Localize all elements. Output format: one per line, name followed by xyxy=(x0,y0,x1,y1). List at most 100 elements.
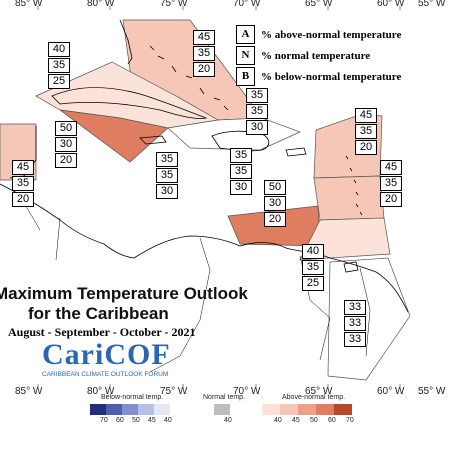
prob-above: 40 xyxy=(302,244,324,259)
prob-normal: 35 xyxy=(355,124,377,139)
prob-normal: 30 xyxy=(264,196,286,211)
prob-above: 50 xyxy=(264,180,286,195)
colorbar-above-swatch xyxy=(316,404,334,415)
prob-box-windward: 45 35 20 xyxy=(380,160,402,208)
prob-normal: 30 xyxy=(55,137,77,152)
region-windward xyxy=(313,175,385,221)
longitude-label-top: 70° W xyxy=(233,0,261,9)
colorbar-above-tick: 70 xyxy=(346,417,354,424)
longitude-label-bottom: 65° W xyxy=(305,386,333,397)
longitude-label-top: 85° W xyxy=(15,0,43,9)
prob-below: 25 xyxy=(302,276,324,291)
prob-below: 20 xyxy=(264,212,286,227)
prob-box-pr-vi: 50 30 20 xyxy=(264,180,286,228)
colorbar-below-swatch xyxy=(154,404,170,415)
prob-normal: 35 xyxy=(246,104,268,119)
prob-below: 20 xyxy=(55,153,77,168)
prob-above: 35 xyxy=(156,152,178,167)
colorbar-below-swatch xyxy=(90,404,106,415)
colorbar-below-swatch xyxy=(122,404,138,415)
colorbar-below-swatch xyxy=(106,404,122,415)
prob-normal: 35 xyxy=(12,176,34,191)
prob-above: 45 xyxy=(355,108,377,123)
map-title: Maximum Temperature Outlook xyxy=(0,284,248,303)
prob-below: 30 xyxy=(246,120,268,135)
colorbar-above-tick: 45 xyxy=(292,417,300,424)
prob-box-jamaica-south: 35 35 30 xyxy=(156,152,178,200)
legend-key-below: B xyxy=(236,67,255,86)
longitude-label-top: 55° W xyxy=(418,0,446,9)
legend-text-above: % above-normal temperature xyxy=(261,28,402,41)
colorbar-normal-swatch xyxy=(214,404,230,415)
colorbar-normal-label: Normal temp. xyxy=(203,394,246,401)
prob-normal: 35 xyxy=(193,46,215,61)
prob-above: 33 xyxy=(344,300,366,315)
map-subtitle: for the Caribbean xyxy=(28,304,169,323)
colorbar-normal-tick: 40 xyxy=(224,417,232,424)
prob-box-jamaica: 50 30 20 xyxy=(55,121,77,169)
prob-box-hispaniola: 35 35 30 xyxy=(230,148,252,196)
colorbar-below-swatch xyxy=(138,404,154,415)
prob-normal: 35 xyxy=(302,260,324,275)
season-label: August - September - October - 2021 xyxy=(8,325,196,339)
prob-normal: 35 xyxy=(380,176,402,191)
prob-above: 45 xyxy=(380,160,402,175)
colorbar-below-tick: 40 xyxy=(164,417,172,424)
longitude-label-bottom: 70° W xyxy=(233,386,261,397)
prob-box-leeward: 45 35 20 xyxy=(355,108,377,156)
colorbar-above-tick: 40 xyxy=(274,417,282,424)
longitude-label-bottom: 60° W xyxy=(377,386,405,397)
longitude-label-top: 60° W xyxy=(377,0,405,9)
prob-below: 20 xyxy=(193,62,215,77)
colorbar-below-tick: 60 xyxy=(116,417,124,424)
longitude-label-top: 75° W xyxy=(160,0,188,9)
prob-box-belize: 45 35 20 xyxy=(12,160,34,208)
colorbar-above-tick: 60 xyxy=(328,417,336,424)
probability-legend: A % above-normal temperature N % normal … xyxy=(236,24,441,87)
legend-key-above: A xyxy=(236,25,255,44)
colorbar-above-label: Above-normal temp. xyxy=(282,394,346,401)
prob-below: 20 xyxy=(355,140,377,155)
colorbar-below-tick: 45 xyxy=(148,417,156,424)
prob-below: 20 xyxy=(12,192,34,207)
colorbar-below-tick: 70 xyxy=(100,417,108,424)
prob-normal: 35 xyxy=(156,168,178,183)
prob-box-turks: 35 35 30 xyxy=(246,88,268,136)
prob-normal: 35 xyxy=(230,164,252,179)
legend-normal-row: N % normal temperature xyxy=(236,45,441,66)
prob-above: 45 xyxy=(193,30,215,45)
longitude-label-bottom: 55° W xyxy=(418,386,446,397)
logo-tagline: CARIBBEAN CLIMATE OUTLOOK FORUM xyxy=(42,371,169,378)
legend-below-row: B % below-normal temperature xyxy=(236,66,441,87)
colorbar-above-swatch xyxy=(298,404,316,415)
prob-box-cuba: 40 35 25 xyxy=(48,42,70,90)
longitude-label-bottom: 85° W xyxy=(15,386,43,397)
colorbar-above-swatch xyxy=(334,404,352,415)
legend-text-below: % below-normal temperature xyxy=(261,70,402,83)
caricof-logo: CariCOF CARIBBEAN CLIMATE OUTLOOK FORUM xyxy=(42,338,182,379)
longitude-label-bottom: 80° W xyxy=(87,386,115,397)
prob-normal: 33 xyxy=(344,316,366,331)
prob-below: 30 xyxy=(156,184,178,199)
legend-above-row: A % above-normal temperature xyxy=(236,24,441,45)
longitude-label-bottom: 75° W xyxy=(160,386,188,397)
prob-below: 25 xyxy=(48,74,70,89)
longitude-label-top: 65° W xyxy=(305,0,333,9)
prob-above: 40 xyxy=(48,42,70,57)
legend-key-normal: N xyxy=(236,46,255,65)
colorbar-above-swatch xyxy=(280,404,298,415)
prob-above: 35 xyxy=(246,88,268,103)
colorbar-below-label: Below-normal temp. xyxy=(101,394,164,401)
colorbar-above-tick: 50 xyxy=(310,417,318,424)
prob-normal: 35 xyxy=(48,58,70,73)
colorbar-below-tick: 50 xyxy=(132,417,140,424)
prob-box-trinidad: 40 35 25 xyxy=(302,244,324,292)
colorbar-above-swatch xyxy=(262,404,280,415)
logo-wordmark: CariCOF xyxy=(42,338,171,371)
prob-below: 33 xyxy=(344,332,366,347)
prob-box-bahamas: 45 35 20 xyxy=(193,30,215,78)
prob-above: 45 xyxy=(12,160,34,175)
prob-below: 30 xyxy=(230,180,252,195)
prob-above: 50 xyxy=(55,121,77,136)
prob-box-guianas: 33 33 33 xyxy=(344,300,366,348)
